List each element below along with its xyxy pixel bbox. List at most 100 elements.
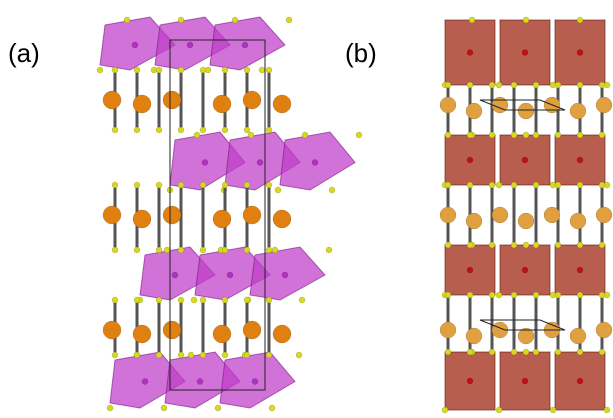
atom-small — [555, 242, 561, 248]
atom-small — [222, 67, 228, 73]
atom-large — [243, 91, 261, 109]
atom-small — [511, 182, 517, 188]
atom-small — [467, 378, 473, 384]
atom-small — [511, 292, 517, 298]
atom-small — [523, 132, 529, 138]
atom-small — [577, 157, 583, 163]
atom-small — [599, 132, 605, 138]
atom-small — [511, 349, 517, 355]
atom-small — [577, 132, 583, 138]
atom-large — [440, 207, 456, 223]
atom-small — [577, 349, 583, 355]
atom-small — [242, 42, 248, 48]
atom-large — [273, 95, 291, 113]
atom-small — [124, 17, 130, 23]
atom-large — [103, 91, 121, 109]
atom-small — [286, 17, 292, 23]
atom-small — [445, 132, 451, 138]
atom-small — [467, 157, 473, 163]
atom-small — [200, 182, 206, 188]
atom-small — [577, 17, 583, 23]
atom-small — [282, 272, 288, 278]
atom-small — [266, 127, 272, 133]
atom-small — [112, 297, 118, 303]
atom-small — [329, 187, 335, 193]
atom-large — [518, 103, 534, 119]
atom-small — [533, 132, 539, 138]
atom-small — [511, 242, 517, 248]
atom-small — [555, 292, 561, 298]
atom-large — [273, 325, 291, 343]
atom-small — [445, 349, 451, 355]
atom-small — [222, 127, 228, 133]
atom-small — [222, 247, 228, 253]
atom-small — [97, 67, 103, 73]
atom-small — [112, 127, 118, 133]
atom-large — [570, 328, 586, 344]
atom-small — [445, 182, 451, 188]
atom-small — [489, 132, 495, 138]
atom-small — [244, 67, 250, 73]
atom-small — [187, 42, 193, 48]
atom-small — [272, 247, 278, 253]
atom-small — [356, 132, 362, 138]
atom-large — [466, 328, 482, 344]
atom-large — [440, 322, 456, 338]
atom-small — [244, 352, 250, 358]
atom-small — [550, 407, 556, 413]
atom-small — [577, 292, 583, 298]
atom-large — [596, 207, 612, 223]
atom-small — [467, 50, 473, 56]
atom-small — [248, 132, 254, 138]
atom-small — [178, 67, 184, 73]
atom-small — [511, 132, 517, 138]
atom-small — [599, 242, 605, 248]
atom-small — [200, 297, 206, 303]
atom-small — [489, 349, 495, 355]
atom-small — [112, 247, 118, 253]
atom-small — [269, 405, 275, 411]
atom-small — [523, 17, 529, 23]
atom-small — [259, 67, 265, 73]
atom-large — [596, 322, 612, 338]
atom-small — [156, 297, 162, 303]
atom-small — [577, 50, 583, 56]
atom-large — [213, 210, 231, 228]
atom-small — [489, 82, 495, 88]
atom-small — [522, 378, 528, 384]
atom-small — [200, 127, 206, 133]
atom-small — [156, 352, 162, 358]
atom-small — [132, 42, 138, 48]
atom-small — [178, 17, 184, 23]
atom-small — [112, 67, 118, 73]
atom-small — [496, 407, 502, 413]
atom-large — [466, 103, 482, 119]
atom-small — [202, 160, 208, 166]
atom-small — [442, 407, 448, 413]
atom-small — [222, 297, 228, 303]
atom-large — [213, 325, 231, 343]
atom-small — [191, 297, 197, 303]
atom-small — [156, 247, 162, 253]
atom-small — [197, 379, 203, 385]
atom-large — [596, 97, 612, 113]
atom-large — [163, 321, 181, 339]
atom-small — [489, 242, 495, 248]
atom-small — [257, 160, 263, 166]
atom-large — [103, 321, 121, 339]
atom-large — [133, 210, 151, 228]
atom-small — [555, 82, 561, 88]
atom-large — [466, 213, 482, 229]
atom-small — [599, 292, 605, 298]
atom-small — [326, 247, 332, 253]
atom-small — [445, 82, 451, 88]
atom-small — [599, 349, 605, 355]
atom-small — [577, 182, 583, 188]
atom-large — [518, 213, 534, 229]
atom-small — [533, 349, 539, 355]
atom-small — [522, 157, 528, 163]
atom-small — [577, 267, 583, 273]
atom-small — [266, 247, 272, 253]
atom-small — [222, 182, 228, 188]
atom-small — [200, 67, 206, 73]
